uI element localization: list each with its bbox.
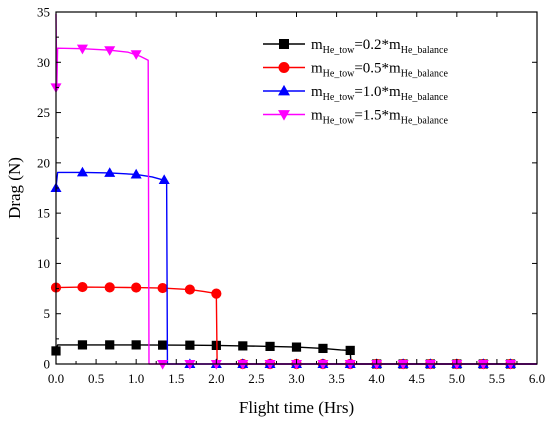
series-2 (50, 166, 537, 369)
series-line (55, 171, 537, 365)
square-marker (318, 343, 328, 354)
series-line (55, 286, 537, 365)
triangle-down-marker (477, 359, 489, 370)
legend-entry: mHe_tow=1.5*mHe_balance (263, 108, 448, 127)
legend-subscript: He_tow (323, 69, 355, 80)
x-tick-label: 3.5 (328, 371, 344, 386)
circle-marker (184, 284, 195, 295)
circle-marker (131, 282, 142, 293)
legend-label: mHe_tow=0.5*mHe_balance (311, 61, 448, 80)
square-marker (345, 345, 355, 356)
x-tick-label: 4.5 (409, 371, 425, 386)
x-tick-label: 4.0 (369, 371, 385, 386)
legend-subscript: He_balance (401, 92, 449, 103)
legend-label: mHe_tow=1.0*mHe_balance (311, 84, 448, 103)
y-tick-label: 20 (37, 155, 50, 170)
legend-subscript: He_tow (323, 45, 355, 56)
y-tick-label: 10 (37, 256, 50, 271)
triangle-down-marker (184, 359, 196, 370)
square-marker (238, 341, 248, 351)
y-tick-label: 35 (37, 5, 50, 20)
series-line (55, 344, 537, 365)
x-tick-label: 2.0 (208, 371, 224, 386)
legend-subscript: He_tow (323, 116, 355, 127)
triangle-down-marker (505, 359, 517, 370)
triangle-up-marker (76, 166, 88, 177)
square-marker (158, 340, 168, 350)
legend-subscript: He_balance (401, 69, 449, 80)
legend-label: mHe_tow=1.5*mHe_balance (311, 108, 448, 127)
x-tick-label: 5.0 (449, 371, 465, 386)
x-tick-label: 1.5 (168, 371, 184, 386)
triangle-down-marker (76, 44, 88, 55)
legend-text-part: m (311, 61, 323, 77)
triangle-down-marker (397, 359, 409, 370)
triangle-down-marker (104, 46, 116, 56)
triangle-down-marker (157, 359, 169, 370)
triangle-down-marker (317, 359, 329, 370)
series-3 (50, 14, 537, 370)
y-axis-ticks: 0 5 10 15 20 25 30 35 (37, 5, 537, 372)
legend-text-part: =0.2*m (354, 37, 401, 53)
circle-marker (211, 288, 222, 299)
legend-text-part: m (311, 108, 323, 124)
y-tick-label: 0 (44, 357, 51, 372)
triangle-down-marker (130, 50, 142, 60)
legend-subscript: He_tow (323, 92, 355, 103)
square-marker (265, 341, 275, 352)
legend-entry: mHe_tow=0.5*mHe_balance (263, 61, 448, 80)
x-tick-label: 2.5 (248, 371, 264, 386)
legend-text-part: =0.5*m (354, 61, 401, 77)
legend-text-part: =1.0*m (354, 84, 401, 100)
y-tick-label: 30 (37, 55, 50, 70)
circle-marker (104, 282, 115, 293)
triangle-up-marker (158, 174, 170, 184)
triangle-down-marker (264, 359, 276, 370)
circle-marker (278, 62, 290, 74)
x-tick-label: 3.0 (288, 371, 304, 386)
series-line (55, 14, 537, 365)
x-axis-title: Flight time (Hrs) (239, 398, 354, 417)
legend-label: mHe_tow=0.2*mHe_balance (311, 37, 448, 56)
square-marker (105, 340, 115, 350)
legend-text-part: m (311, 84, 323, 100)
y-tick-label: 5 (44, 306, 51, 321)
x-tick-label: 1.0 (128, 371, 144, 386)
square-marker (131, 340, 141, 350)
legend-entry: mHe_tow=0.2*mHe_balance (263, 37, 448, 56)
x-tick-label: 0.0 (48, 371, 64, 386)
square-marker (291, 342, 302, 352)
plot-frame (55, 11, 538, 365)
y-tick-label: 15 (37, 206, 50, 221)
circle-marker (77, 281, 88, 293)
x-axis-ticks: 0.0 0.5 1.0 1.5 2.0 2.5 3.0 3.5 4.0 4.5 5.0 5.5 6.0 (48, 12, 545, 386)
x-tick-label: 5.5 (489, 371, 505, 386)
x-tick-label: 6.0 (529, 371, 545, 386)
series-1 (50, 281, 537, 370)
triangle-down-marker (424, 359, 436, 370)
square-marker (278, 39, 289, 50)
x-tick-label: 0.5 (88, 371, 104, 386)
legend: mHe_tow=0.2*mHe_balancemHe_tow=0.5*mHe_b… (263, 37, 448, 127)
square-marker (77, 340, 88, 350)
triangle-up-marker (278, 84, 290, 96)
y-axis-title: Drag (N) (5, 157, 24, 219)
triangle-down-marker (278, 110, 290, 121)
legend-subscript: He_balance (401, 116, 449, 127)
triangle-up-marker (104, 167, 116, 177)
square-marker (185, 340, 195, 350)
triangle-down-marker (344, 359, 356, 370)
triangle-down-marker (237, 359, 249, 370)
legend-subscript: He_balance (401, 45, 449, 56)
triangle-up-marker (130, 168, 142, 179)
circle-marker (157, 282, 168, 294)
legend-entry: mHe_tow=1.0*mHe_balance (263, 84, 448, 103)
legend-text-part: m (311, 37, 323, 53)
y-tick-label: 25 (37, 105, 50, 120)
legend-text-part: =1.5*m (354, 108, 401, 124)
